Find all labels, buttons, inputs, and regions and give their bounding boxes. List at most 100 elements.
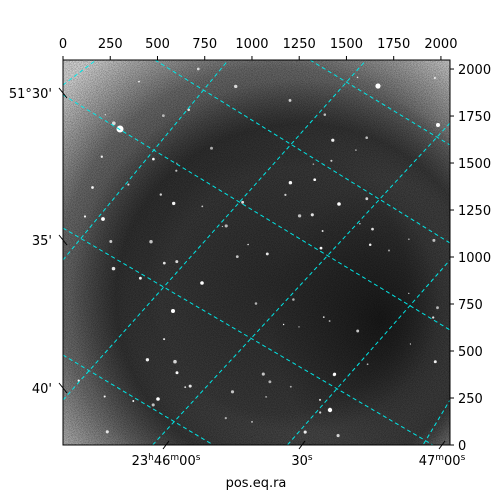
ra-tick-label: 23h46m00s [132, 453, 201, 469]
bright-star [337, 202, 341, 206]
star [83, 215, 87, 218]
pixel-x-tick-label: 250 [98, 37, 123, 52]
ra-tick-label: 30s [291, 453, 313, 469]
star [103, 395, 106, 398]
pixel-y-tick-label: 1250 [458, 204, 491, 219]
star [319, 246, 323, 250]
wcs-grid-line [309, 60, 450, 146]
star [145, 358, 150, 362]
star [331, 138, 335, 142]
bright-star [375, 83, 381, 89]
dec-tick-label: 51°30' [9, 87, 52, 102]
star [433, 76, 436, 80]
star [184, 386, 187, 388]
star [321, 230, 324, 232]
star [247, 243, 249, 246]
pixel-x-tick-label: 2000 [424, 37, 457, 52]
wcs-grid [63, 60, 450, 445]
star [221, 225, 224, 228]
star [288, 98, 292, 102]
star [322, 316, 325, 318]
star [330, 159, 333, 162]
wcs-grid-line [63, 227, 434, 445]
dec-tick [58, 234, 68, 246]
pixel-y-tick-label: 2000 [458, 63, 491, 78]
star [313, 178, 317, 182]
bright-star [101, 217, 105, 221]
dec-tick [58, 382, 68, 394]
pixel-y-tick-label: 1000 [458, 251, 491, 266]
star [371, 227, 374, 231]
star [323, 113, 327, 116]
star [163, 338, 166, 341]
bright-star [116, 125, 124, 133]
wcs-grid-line [422, 399, 450, 445]
star [328, 320, 331, 322]
star [433, 360, 437, 364]
pixel-x-tick-label: 500 [145, 37, 170, 52]
star [176, 162, 178, 164]
pixel-x-tick-label: 750 [192, 37, 217, 52]
star [127, 183, 130, 186]
pixel-x-axis: 0 250 500 750 1000 1250 1500 1750 2000 [59, 37, 457, 60]
star [265, 396, 267, 398]
star [288, 180, 293, 185]
star [312, 163, 315, 165]
pixel-x-tick-label: 1500 [330, 37, 363, 52]
star [159, 193, 162, 196]
star [241, 200, 245, 204]
star [366, 363, 369, 366]
star [432, 316, 435, 319]
star [368, 243, 372, 247]
bright-star [436, 123, 440, 127]
pixel-x-tick-label: 1250 [283, 37, 316, 52]
wcs-grid-line [63, 354, 215, 445]
ra-tick [298, 440, 306, 450]
wcs-grid-line [63, 94, 450, 331]
star [162, 114, 165, 117]
star [224, 224, 228, 228]
star [265, 252, 269, 256]
star [138, 276, 142, 280]
ra-tick-label: 47m00s [419, 453, 466, 469]
star [261, 372, 265, 376]
star [298, 326, 300, 328]
star [235, 255, 239, 258]
star [355, 149, 357, 151]
star [303, 430, 307, 434]
star [175, 371, 179, 375]
ra-tick [438, 440, 446, 450]
star [162, 261, 166, 265]
star [105, 430, 109, 434]
star [104, 114, 107, 116]
star [319, 411, 322, 414]
star [409, 343, 412, 345]
wcs-grid-line [286, 259, 450, 445]
star [436, 306, 439, 310]
star [388, 249, 390, 252]
star [91, 186, 94, 189]
pixel-y-tick-label: 750 [458, 298, 483, 313]
wcs-grid-line [154, 60, 450, 244]
star [408, 238, 410, 240]
dec-tick-label: 40' [32, 382, 52, 397]
sky-image [63, 60, 450, 445]
wcs-grid-line [63, 60, 97, 86]
star [138, 80, 140, 83]
star [333, 372, 337, 376]
star [233, 84, 238, 89]
star [151, 403, 155, 407]
star [175, 260, 179, 264]
star [319, 398, 321, 401]
star [112, 121, 116, 125]
pixel-y-tick-label: 250 [458, 392, 483, 407]
star [365, 197, 369, 201]
star [224, 416, 227, 420]
star [149, 239, 153, 244]
pixel-x-tick-label: 1750 [377, 37, 410, 52]
star [289, 385, 292, 388]
star [254, 302, 258, 305]
star [132, 400, 135, 402]
star [175, 169, 178, 172]
